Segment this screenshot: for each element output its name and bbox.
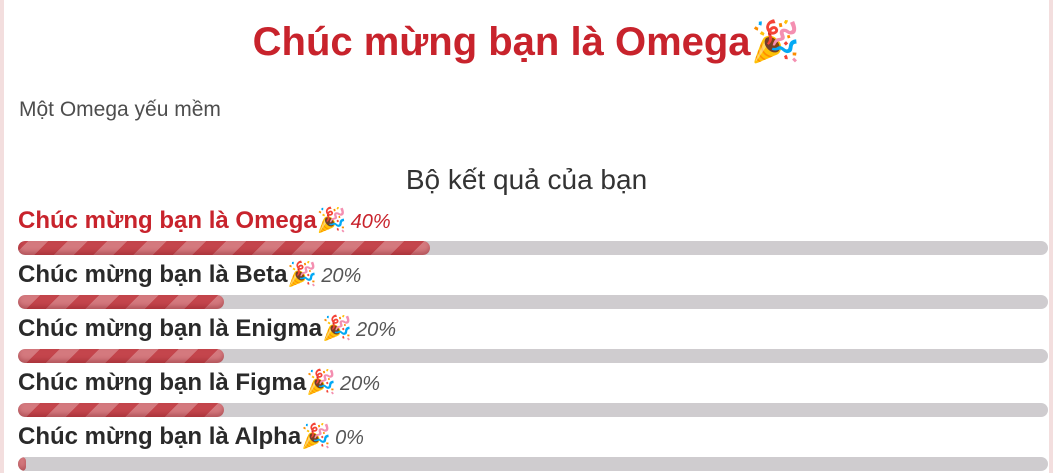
party-popper-icon: 🎉 bbox=[306, 368, 336, 396]
result-name: Chúc mừng bạn là Omega bbox=[18, 207, 317, 234]
party-popper-icon: 🎉 bbox=[322, 314, 352, 342]
progress-fill bbox=[18, 241, 430, 255]
progress-track bbox=[18, 295, 1048, 309]
results-list: Chúc mừng bạn là Omega🎉 40% Chúc mừng bạn… bbox=[18, 206, 1048, 476]
progress-fill bbox=[18, 349, 224, 363]
progress-track bbox=[18, 457, 1048, 471]
result-percent: 0% bbox=[335, 427, 364, 449]
progress-track bbox=[18, 241, 1048, 255]
progress-fill bbox=[18, 457, 26, 471]
progress-fill bbox=[18, 295, 224, 309]
result-item: Chúc mừng bạn là Omega🎉 40% bbox=[18, 206, 1048, 260]
party-popper-icon: 🎉 bbox=[750, 19, 801, 65]
result-name: Chúc mừng bạn là Enigma bbox=[18, 315, 323, 342]
party-popper-icon: 🎉 bbox=[316, 206, 347, 234]
result-name: Chúc mừng bạn là Figma bbox=[18, 369, 307, 396]
party-popper-icon: 🎉 bbox=[301, 422, 332, 450]
page-title-text: Chúc mừng bạn là Omega bbox=[252, 20, 751, 64]
result-percent: 40% bbox=[350, 211, 391, 233]
result-label: Chúc mừng bạn là Alpha🎉 0% bbox=[18, 422, 364, 451]
page-edge-left bbox=[0, 0, 4, 473]
page-edge-right bbox=[1049, 0, 1053, 473]
party-popper-icon: 🎉 bbox=[287, 260, 318, 288]
result-percent: 20% bbox=[321, 265, 362, 287]
result-label: Chúc mừng bạn là Beta🎉 20% bbox=[18, 260, 361, 289]
result-item: Chúc mừng bạn là Beta🎉 20% bbox=[18, 260, 1048, 314]
result-item: Chúc mừng bạn là Enigma🎉 20% bbox=[18, 314, 1048, 368]
result-label: Chúc mừng bạn là Omega🎉 40% bbox=[18, 206, 391, 235]
page-title: Chúc mừng bạn là Omega🎉 bbox=[0, 18, 1053, 65]
result-percent: 20% bbox=[339, 373, 380, 395]
progress-track bbox=[18, 403, 1048, 417]
result-percent: 20% bbox=[355, 319, 396, 341]
result-description: Một Omega yếu mềm bbox=[19, 98, 221, 121]
result-label: Chúc mừng bạn là Enigma🎉 20% bbox=[18, 314, 396, 343]
result-item: Chúc mừng bạn là Alpha🎉 0% bbox=[18, 422, 1048, 476]
result-name: Chúc mừng bạn là Alpha bbox=[18, 423, 302, 450]
result-item: Chúc mừng bạn là Figma🎉 20% bbox=[18, 368, 1048, 422]
progress-fill bbox=[18, 403, 224, 417]
result-label: Chúc mừng bạn là Figma🎉 20% bbox=[18, 368, 380, 397]
results-section-title: Bộ kết quả của bạn bbox=[405, 164, 648, 195]
progress-track bbox=[18, 349, 1048, 363]
result-name: Chúc mừng bạn là Beta bbox=[18, 261, 288, 288]
